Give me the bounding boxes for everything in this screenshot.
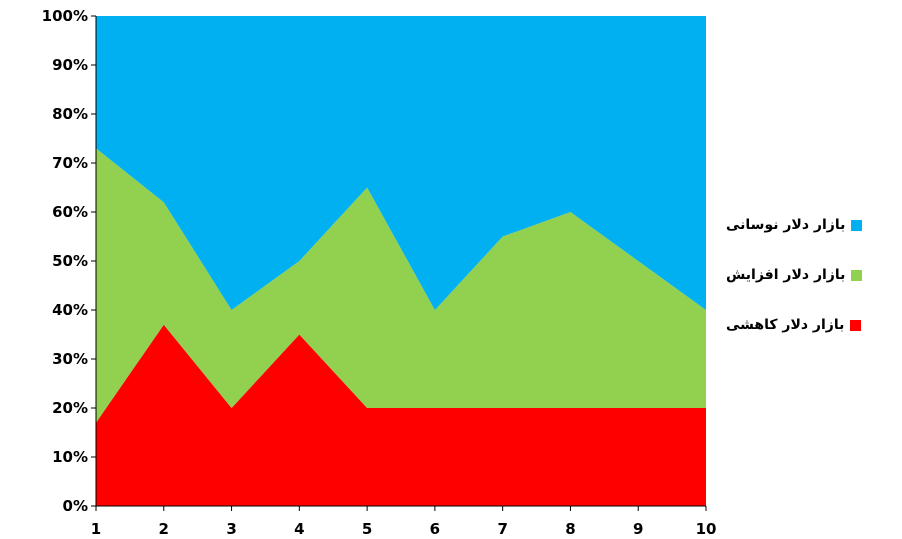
x-tick-label: 2: [159, 520, 169, 538]
x-tick-label: 3: [226, 520, 236, 538]
y-tick-label: 10%: [52, 448, 88, 466]
y-tick-label: 100%: [42, 7, 88, 25]
y-tick-label: 30%: [52, 350, 88, 368]
legend-label-decreasing: بازار دلار کاهشی: [726, 317, 845, 333]
legend-swatch-decreasing: [850, 319, 862, 331]
legend: بازار دلار نوسانی بازار دلار افزایش بازا…: [726, 214, 896, 364]
y-tick-label: 20%: [52, 399, 88, 417]
legend-label-fluctuating: بازار دلار نوسانی: [726, 217, 846, 233]
area-series-fluctuating: [96, 16, 706, 310]
x-tick-label: 7: [497, 520, 507, 538]
axes: [91, 15, 707, 511]
legend-label-increasing: بازار دلار افزایش: [726, 267, 846, 283]
legend-item-increasing: بازار دلار افزایش: [726, 264, 896, 286]
x-tick-label: 9: [633, 520, 643, 538]
y-tick-label: 60%: [52, 203, 88, 221]
x-axis-ticks: 1 2 3 4 5 6 7 8 9 10: [91, 520, 717, 538]
legend-swatch-fluctuating: [851, 219, 863, 231]
x-tick-label: 1: [91, 520, 101, 538]
y-tick-label: 40%: [52, 301, 88, 319]
plot-area: [96, 16, 706, 506]
legend-swatch-increasing: [851, 269, 863, 281]
y-axis-ticks: 0% 10% 20% 30% 40% 50% 60% 70% 80% 90% 100%: [42, 7, 88, 515]
area-series-decreasing: [96, 324, 706, 506]
x-tick-label: 5: [362, 520, 372, 538]
y-tick-label: 80%: [52, 105, 88, 123]
x-tick-label: 4: [294, 520, 304, 538]
area-series-increasing: [96, 148, 706, 423]
y-tick-label: 70%: [52, 154, 88, 172]
legend-item-fluctuating: بازار دلار نوسانی: [726, 214, 896, 236]
x-tick-label: 6: [430, 520, 440, 538]
y-tick-label: 50%: [52, 252, 88, 270]
x-tick-label: 10: [696, 520, 717, 538]
x-tick-label: 8: [565, 520, 575, 538]
legend-item-decreasing: بازار دلار کاهشی: [726, 314, 896, 336]
y-tick-label: 90%: [52, 56, 88, 74]
y-tick-label: 0%: [63, 497, 88, 515]
